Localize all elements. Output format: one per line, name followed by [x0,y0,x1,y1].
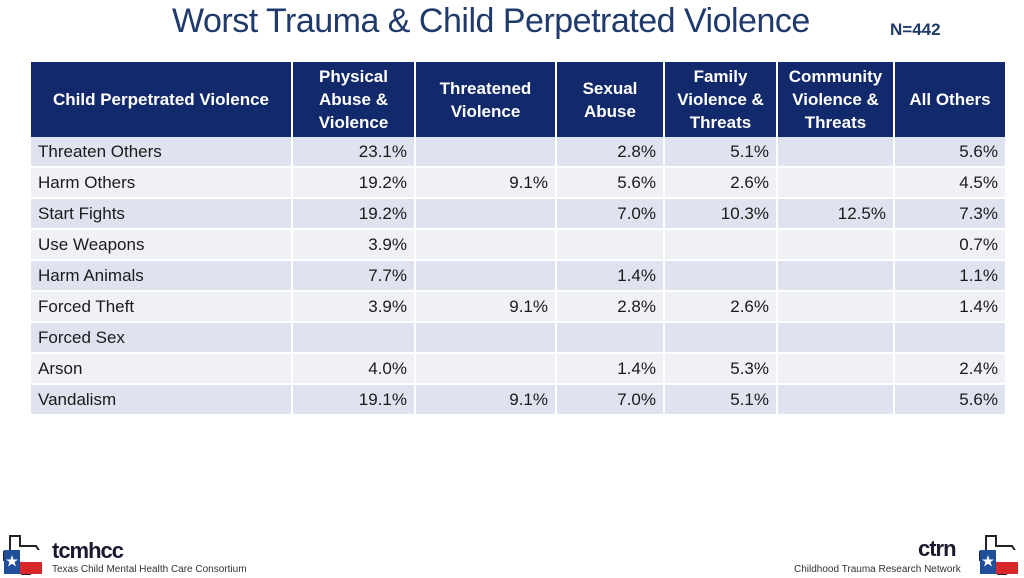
value-cell [778,137,895,168]
row-label-cell: Start Fights [31,199,293,230]
value-cell: 19.2% [293,199,416,230]
table-row: Harm Animals 7.7% 1.4% 1.1% [31,261,1005,292]
value-cell: 10.3% [665,199,778,230]
column-header: Child Perpetrated Violence [31,62,293,137]
value-cell [778,323,895,354]
value-cell: 5.6% [557,168,665,199]
value-cell: 7.0% [557,385,665,416]
value-cell: 19.2% [293,168,416,199]
value-cell [778,354,895,385]
table-row: Forced Theft 3.9% 9.1% 2.8% 2.6% 1.4% [31,292,1005,323]
value-cell: 5.6% [895,137,1005,168]
value-cell [416,261,557,292]
column-header: Physical Abuse & Violence [293,62,416,137]
row-label-cell: Vandalism [31,385,293,416]
value-cell: 0.7% [895,230,1005,261]
value-cell: 4.0% [293,354,416,385]
value-cell: 23.1% [293,137,416,168]
row-label-cell: Harm Others [31,168,293,199]
value-cell: 1.4% [895,292,1005,323]
page-title: Worst Trauma & Child Perpetrated Violenc… [172,2,810,40]
tcmhcc-subtitle: Texas Child Mental Health Care Consortiu… [52,564,247,575]
value-cell: 4.5% [895,168,1005,199]
value-cell: 5.1% [665,385,778,416]
ctrn-logo: ctrn Childhood Trauma Research Network [780,530,1024,576]
row-label-cell: Threaten Others [31,137,293,168]
value-cell: 2.6% [665,292,778,323]
value-cell: 1.4% [557,354,665,385]
ctrn-wordmark: ctrn [918,536,957,561]
column-header: Family Violence & Threats [665,62,778,137]
value-cell: 5.3% [665,354,778,385]
column-header: All Others [895,62,1005,137]
value-cell: 5.6% [895,385,1005,416]
value-cell: 3.9% [293,292,416,323]
value-cell: 2.6% [665,168,778,199]
table-row: Arson 4.0% 1.4% 5.3% 2.4% [31,354,1005,385]
value-cell [416,230,557,261]
table-row: Start Fights 19.2% 7.0% 10.3% 12.5% 7.3% [31,199,1005,230]
value-cell [778,292,895,323]
table-row: Threaten Others 23.1% 2.8% 5.1% 5.6% [31,137,1005,168]
value-cell: 1.4% [557,261,665,292]
value-cell: 2.4% [895,354,1005,385]
value-cell [665,261,778,292]
value-cell [665,323,778,354]
column-header: Sexual Abuse [557,62,665,137]
value-cell: 1.1% [895,261,1005,292]
value-cell: 7.0% [557,199,665,230]
sample-size-label: N=442 [890,20,941,39]
row-label-cell: Arson [31,354,293,385]
texas-flag-icon [3,535,42,575]
value-cell [416,354,557,385]
value-cell [895,323,1005,354]
table-header-row: Child Perpetrated Violence Physical Abus… [31,62,1005,137]
results-table: Child Perpetrated Violence Physical Abus… [31,62,1005,416]
value-cell [778,261,895,292]
value-cell: 12.5% [778,199,895,230]
value-cell: 19.1% [293,385,416,416]
value-cell: 3.9% [293,230,416,261]
value-cell [416,323,557,354]
value-cell [293,323,416,354]
value-cell [557,323,665,354]
value-cell [778,385,895,416]
value-cell [557,230,665,261]
tcmhcc-logo: tcmhcc Texas Child Mental Health Care Co… [0,530,247,576]
row-label-cell: Use Weapons [31,230,293,261]
value-cell: 7.3% [895,199,1005,230]
value-cell [416,199,557,230]
value-cell [778,230,895,261]
value-cell: 7.7% [293,261,416,292]
column-header: Threatened Violence [416,62,557,137]
table-row: Harm Others 19.2% 9.1% 5.6% 2.6% 4.5% [31,168,1005,199]
value-cell: 2.8% [557,137,665,168]
row-label-cell: Harm Animals [31,261,293,292]
value-cell [665,230,778,261]
value-cell [416,137,557,168]
table-row: Forced Sex [31,323,1005,354]
value-cell: 9.1% [416,168,557,199]
value-cell: 5.1% [665,137,778,168]
texas-flag-icon [979,535,1018,575]
value-cell: 9.1% [416,292,557,323]
column-header: Community Violence & Threats [778,62,895,137]
value-cell: 9.1% [416,385,557,416]
tcmhcc-wordmark: tcmhcc [52,538,124,563]
table-row: Vandalism 19.1% 9.1% 7.0% 5.1% 5.6% [31,385,1005,416]
ctrn-subtitle: Childhood Trauma Research Network [794,564,961,575]
table-row: Use Weapons 3.9% 0.7% [31,230,1005,261]
row-label-cell: Forced Sex [31,323,293,354]
value-cell: 2.8% [557,292,665,323]
row-label-cell: Forced Theft [31,292,293,323]
value-cell [778,168,895,199]
